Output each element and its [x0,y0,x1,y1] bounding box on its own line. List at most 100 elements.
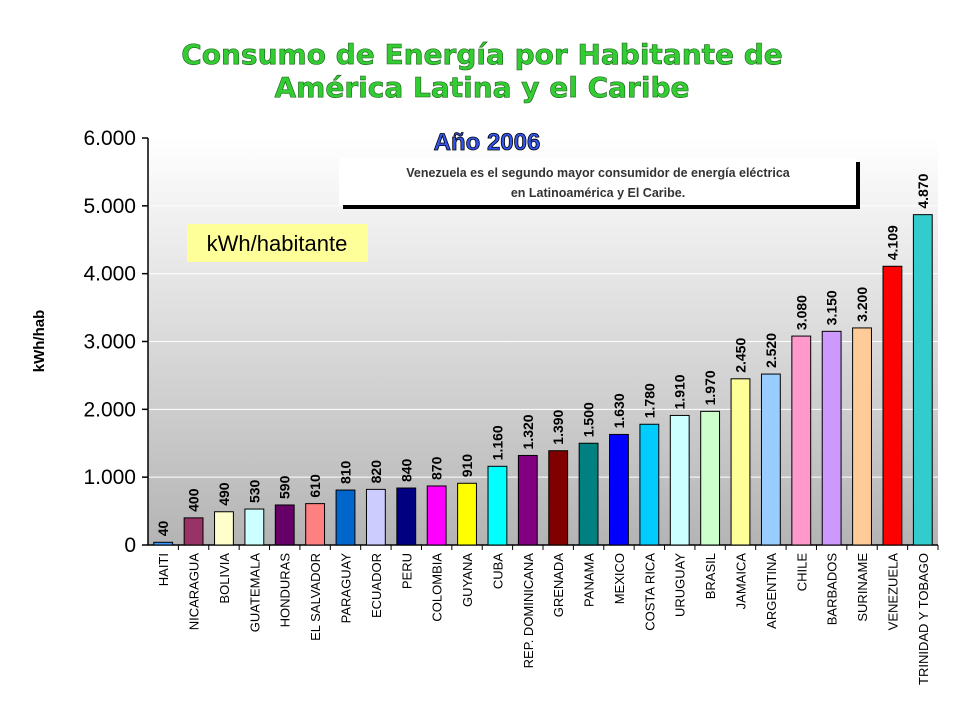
x-tick-label: PANAMA [582,553,597,607]
x-tick-label: HAITI [156,553,171,586]
unit-box: kWh/habitante [187,224,368,262]
data-label: 1.630 [611,393,627,428]
x-tick-label: BOLIVIA [217,553,232,604]
x-tick-label: REP. DOMINICANA [521,553,536,669]
bar [335,489,356,546]
data-label: 840 [398,458,414,482]
annotation-line-1: Venezuela es el segundo mayor consumidor… [406,166,791,180]
x-tick-label: MEXICO [612,553,627,604]
data-label: 820 [368,460,384,484]
data-label: 910 [459,454,475,478]
data-label: 810 [338,460,354,484]
y-tick-label: 5.000 [83,195,136,218]
y-tick-label: 4.000 [83,263,136,286]
data-label: 1.390 [550,409,566,444]
data-label: 1.970 [702,370,718,405]
value-labels: 40 400 490 530 590 610 810 820 840 870 910 1.160 1.3… [155,173,931,536]
data-label: 40 [155,521,171,537]
bar [517,454,538,546]
y-tick-label: 3.000 [83,331,136,354]
bar [183,517,204,546]
x-tick-label: ECUADOR [369,553,384,618]
bar [669,414,690,546]
bar [609,433,629,546]
bar [578,442,599,546]
category-labels: HAITI NICARAGUA BOLIVIA GUATEMALA HONDURAS EL… [156,545,939,685]
x-tick-label: ARGENTINA [764,553,779,629]
data-label: 1.500 [581,402,597,437]
bar [457,482,477,546]
bar [700,410,721,546]
y-tick-label: 6.000 [83,127,136,150]
bar [852,327,872,546]
bar [274,504,295,546]
chart-title-line-1: Consumo de Energía por Habitante de [181,38,783,71]
bar [548,450,569,546]
data-label: 490 [216,482,232,506]
x-tick-label: CUBA [490,553,505,589]
bar [214,511,234,546]
bar [912,214,933,546]
data-label: 1.320 [520,414,536,449]
bar [760,373,781,546]
x-tick-label: BARBADOS [825,553,840,626]
x-tick-label: HONDURAS [278,553,293,628]
x-tick-label: SURINAME [855,553,870,622]
x-tick-label: COLOMBIA [430,553,445,622]
y-ticks: 0 1.000 2.000 3.000 4.000 5.000 6.000 [83,127,148,557]
unit-label: kWh/habitante [207,231,348,256]
y-axis-label: kWh/hab [31,310,48,373]
bar [426,485,447,546]
data-label: 1.910 [672,374,688,409]
data-label: 3.150 [824,290,840,325]
bar [305,503,326,546]
data-label: 2.520 [763,333,779,368]
y-tick-label: 1.000 [83,466,136,489]
bar [396,487,417,546]
bar [153,541,174,546]
x-tick-label: CHILE [794,553,809,592]
data-label: 2.450 [733,338,749,373]
grid-lines [148,137,938,478]
data-label: 3.200 [854,287,870,322]
y-tick-label: 0 [124,534,136,557]
x-tick-label: VENEZUELA [885,553,900,631]
x-tick-label: GUATEMALA [247,553,262,633]
bar [365,488,386,546]
x-tick-label: NICARAGUA [187,553,202,631]
bars [153,214,933,546]
data-label: 1.780 [641,383,657,418]
x-tick-label: PARAGUAY [339,553,354,624]
x-tick-label: JAMAICA [734,553,749,610]
x-tick-label: COSTA RICA [642,553,657,631]
bar [821,330,842,546]
data-label: 610 [307,474,323,498]
bar [639,423,660,546]
chart-title-line-2: América Latina y el Caribe [275,71,690,104]
x-tick-label: GUYANA [460,553,475,607]
bar [730,378,751,546]
data-label: 4.109 [884,225,900,260]
bar [791,335,812,546]
data-label: 530 [246,479,262,503]
x-tick-label: PERU [399,553,414,589]
x-tick-label: BRASIL [703,553,718,599]
annotation-box: Venezuela es el segundo mayor consumidor… [339,158,860,209]
chart-subtitle: Año 2006 [434,129,541,156]
data-label: 590 [277,475,293,499]
bar [882,265,903,546]
data-label: 3.080 [793,295,809,330]
data-label: 4.870 [915,173,931,208]
x-tick-label: URUGUAY [673,553,688,617]
data-label: 1.160 [489,425,505,460]
x-tick-label: EL SALVADOR [308,553,323,641]
data-label: 870 [429,456,445,480]
x-tick-label: TRINIDAD Y TOBAGO [916,553,931,685]
bar [487,465,508,546]
data-label: 400 [186,488,202,512]
y-tick-label: 2.000 [83,398,136,421]
annotation-line-2: en Latinoamérica y El Caribe. [511,186,685,200]
bar [244,508,265,546]
x-tick-label: GRENADA [551,553,566,618]
